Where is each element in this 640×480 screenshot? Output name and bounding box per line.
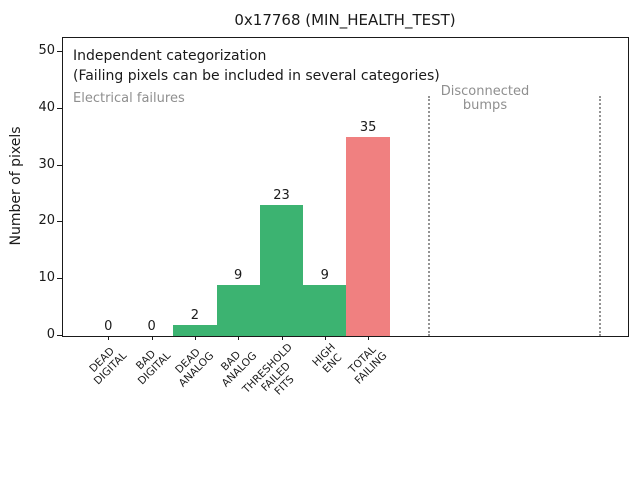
x-tick-mark-dead-digital bbox=[108, 336, 110, 340]
x-tick-label-total-failing: TOTAL FAILING bbox=[346, 343, 390, 387]
x-tick-mark-threshold-failed-fits bbox=[281, 336, 283, 340]
annotation-failing-pixels-note: (Failing pixels can be included in sever… bbox=[73, 68, 440, 84]
y-tick-label-40: 40 bbox=[38, 99, 55, 115]
region-label-electrical-failures: Electrical failures bbox=[73, 91, 185, 106]
y-tick-label-50: 50 bbox=[38, 43, 55, 59]
x-tick-label-bad-digital: BAD DIGITAL bbox=[133, 347, 173, 388]
bar-total-failing bbox=[346, 137, 390, 336]
bar-threshold-failed-fits bbox=[259, 205, 304, 336]
y-tick-label-10: 10 bbox=[38, 270, 55, 286]
y-tick-mark-20 bbox=[57, 221, 62, 223]
x-tick-label-high-enc: HIGH ENC bbox=[309, 341, 345, 376]
bar-high-enc bbox=[303, 284, 347, 336]
x-tick-mark-total-failing bbox=[368, 336, 370, 340]
bar-value-high-enc: 9 bbox=[320, 267, 329, 283]
x-tick-mark-dead-analog bbox=[194, 336, 196, 340]
plot-area: Independent categorization (Failing pixe… bbox=[62, 37, 629, 337]
bar-value-bad-analog: 9 bbox=[234, 267, 243, 283]
bar-bad-analog bbox=[216, 284, 260, 336]
bar-dead-analog bbox=[173, 324, 217, 336]
annotation-independent-categorization: Independent categorization bbox=[73, 48, 267, 64]
bar-value-dead-digital: 0 bbox=[104, 319, 113, 334]
x-tick-mark-high-enc bbox=[324, 336, 326, 340]
region-label-disconnected-bumps: Disconnected bumps bbox=[440, 84, 530, 113]
separator-dotted-line-left bbox=[428, 96, 430, 336]
bar-value-bad-digital: 0 bbox=[147, 319, 156, 334]
y-tick-mark-50 bbox=[57, 51, 62, 53]
bar-value-threshold-failed-fits: 23 bbox=[273, 188, 290, 204]
x-tick-label-dead-analog: DEAD ANALOG bbox=[172, 346, 216, 390]
x-tick-label-dead-digital: DEAD DIGITAL bbox=[87, 345, 130, 388]
y-tick-label-0: 0 bbox=[46, 327, 55, 342]
y-tick-mark-10 bbox=[57, 278, 62, 280]
bar-value-dead-analog: 2 bbox=[190, 307, 200, 323]
separator-dotted-line-right bbox=[599, 96, 601, 336]
x-tick-mark-bad-analog bbox=[238, 336, 240, 340]
y-tick-mark-40 bbox=[57, 107, 62, 109]
y-tick-label-20: 20 bbox=[38, 213, 55, 229]
bar-value-total-failing: 35 bbox=[359, 120, 377, 136]
chart-title: 0x17768 (MIN_HEALTH_TEST) bbox=[234, 11, 456, 29]
x-tick-mark-bad-digital bbox=[151, 336, 153, 340]
y-tick-mark-30 bbox=[57, 164, 62, 166]
y-tick-label-30: 30 bbox=[38, 156, 55, 172]
y-tick-mark-0 bbox=[57, 335, 62, 336]
